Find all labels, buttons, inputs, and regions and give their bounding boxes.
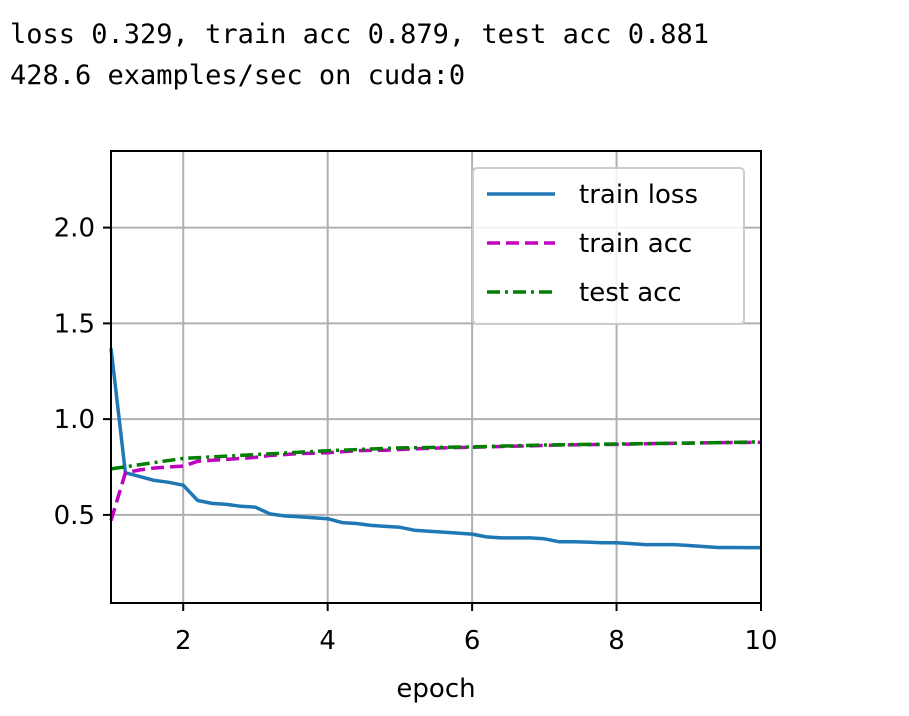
y-tick-label: 0.5 (54, 501, 95, 531)
legend-label-train-acc: train acc (579, 229, 692, 259)
series-lines (109, 348, 762, 550)
training-log: loss 0.329, train acc 0.879, test acc 0.… (10, 14, 709, 96)
y-tick-label: 1.5 (54, 309, 95, 339)
x-tick-label: 4 (319, 626, 336, 656)
series-test-acc-line (110, 440, 762, 471)
x-tick-label: 10 (744, 626, 777, 656)
series-train-loss-line (109, 348, 761, 550)
x-tick-label: 2 (175, 626, 192, 656)
legend: train loss train acc test acc (472, 167, 745, 325)
x-tick-label: 8 (608, 626, 625, 656)
log-line-metrics: loss 0.329, train acc 0.879, test acc 0.… (10, 19, 709, 50)
series-train-acc-line (109, 440, 762, 522)
x-tick-label: 6 (464, 626, 481, 656)
log-line-throughput: 428.6 examples/sec on cuda:0 (10, 60, 466, 91)
plot-frame (110, 150, 762, 604)
y-tick-label: 2.0 (54, 214, 95, 244)
axis-ticks: 2 4 6 8 10 0.5 1.0 1.5 2.0 (54, 214, 778, 656)
legend-label-train-loss: train loss (579, 180, 698, 210)
legend-box (472, 167, 745, 325)
x-axis-label: epoch (396, 674, 475, 704)
y-tick-label: 1.0 (54, 405, 95, 435)
legend-label-test-acc: test acc (579, 278, 682, 308)
